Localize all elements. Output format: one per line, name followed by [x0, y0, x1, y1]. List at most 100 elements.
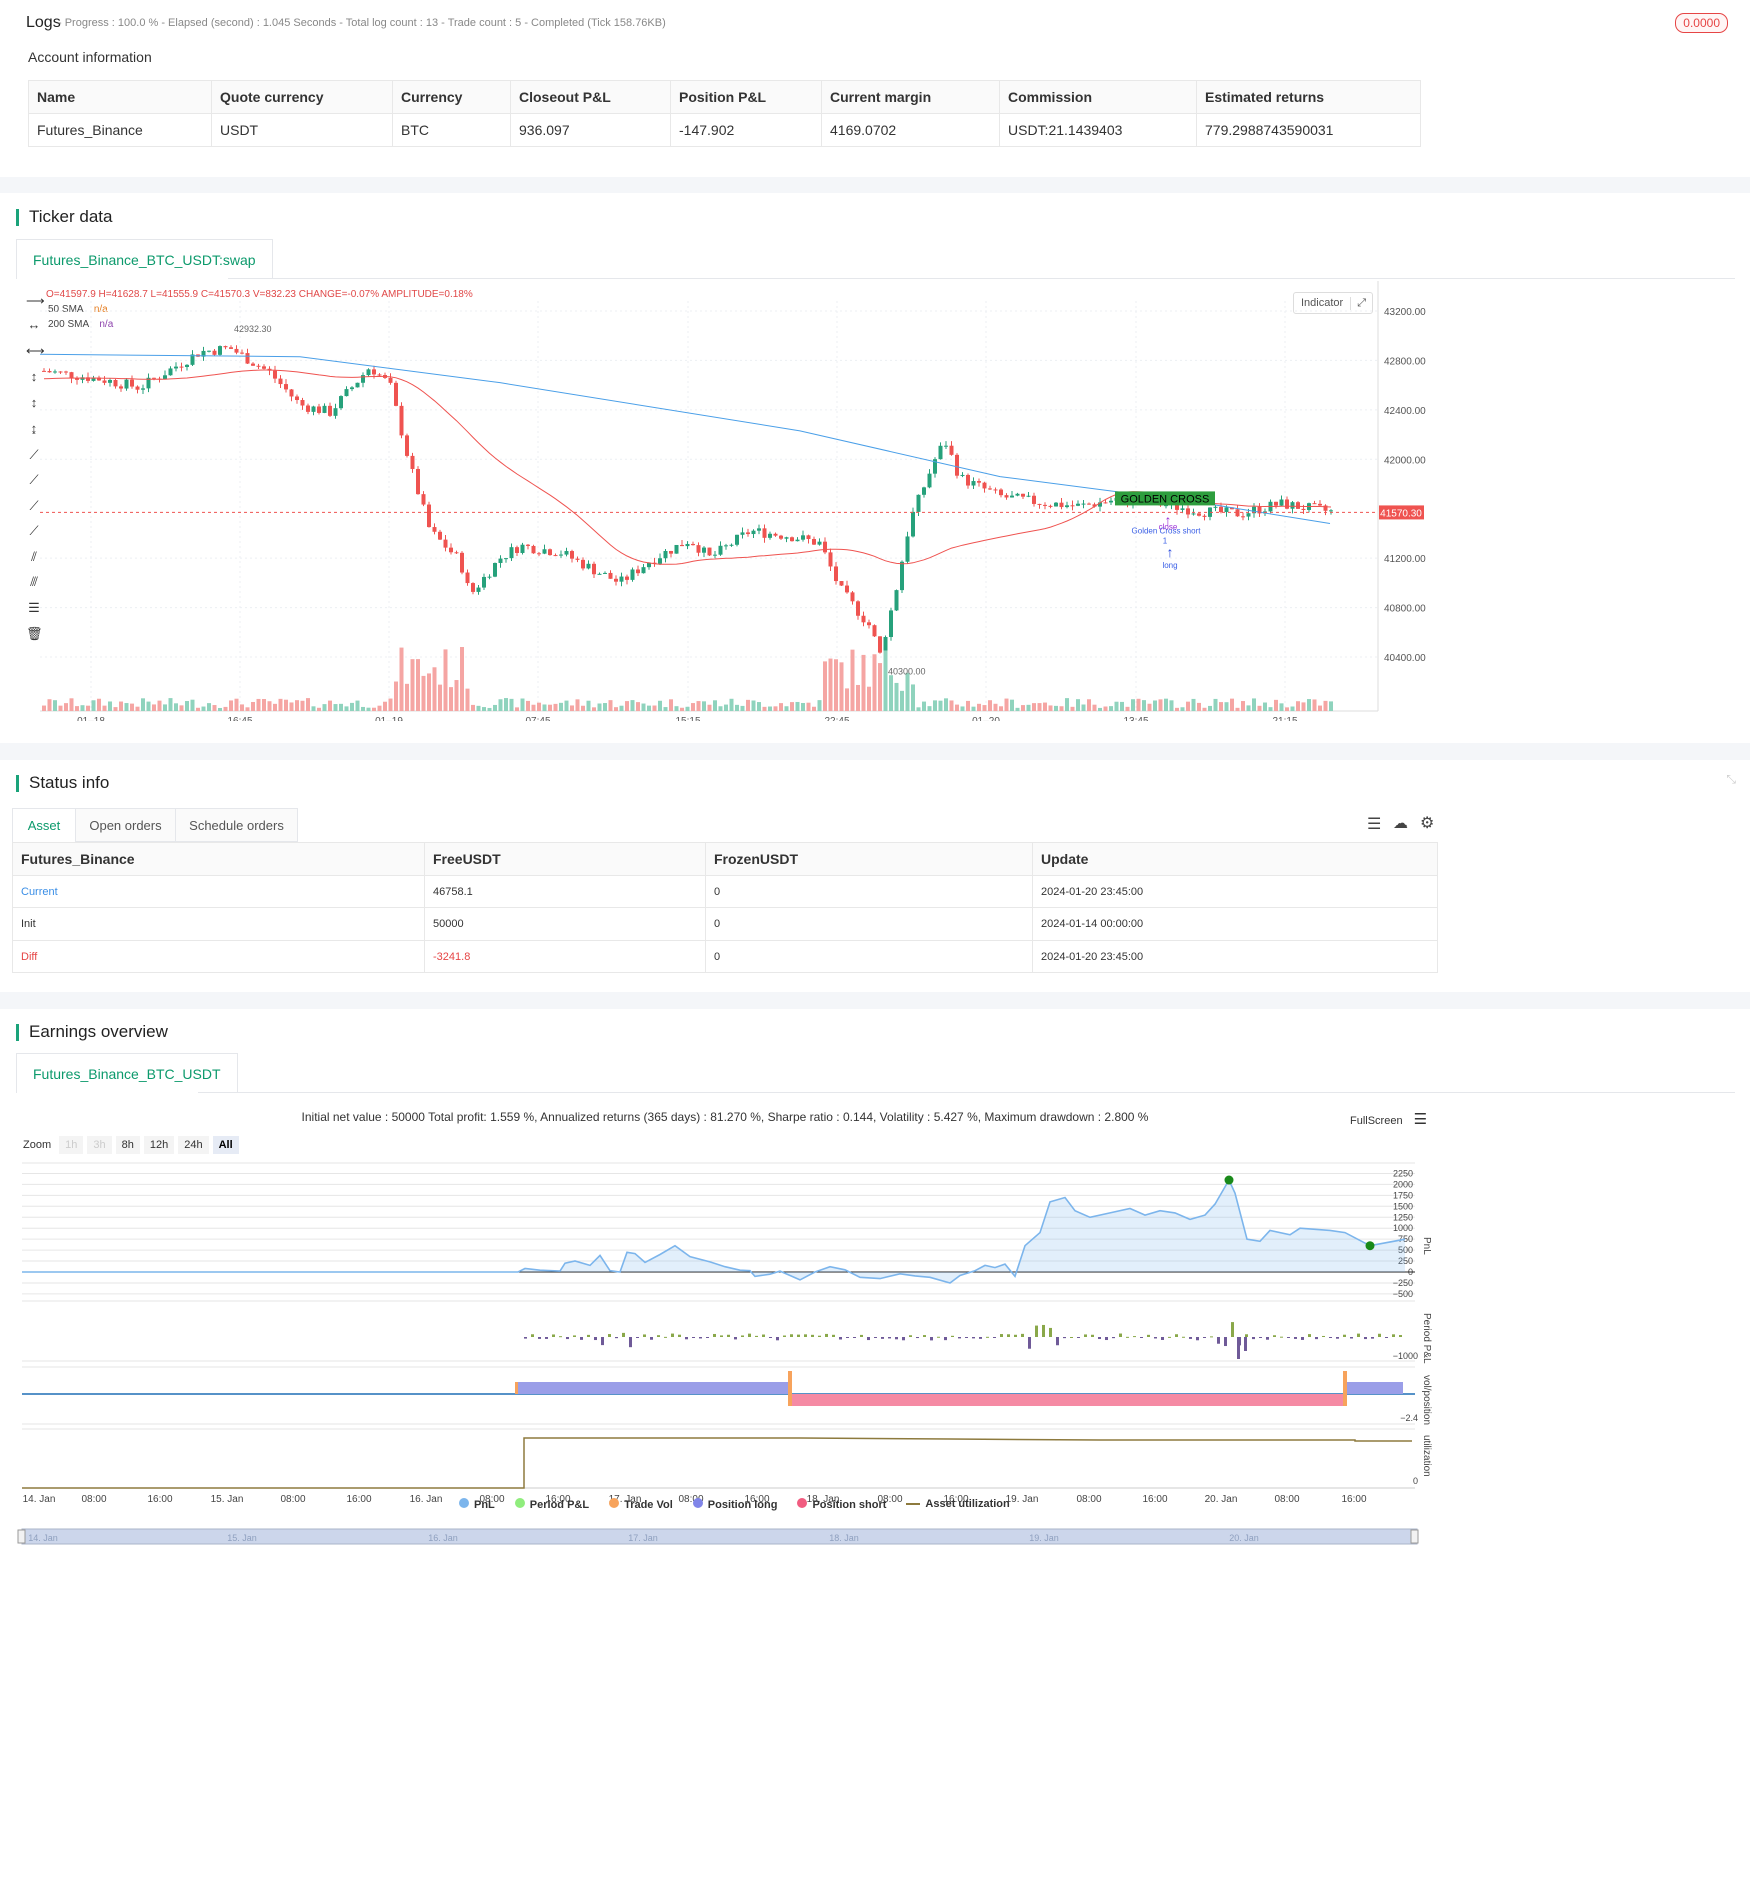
navigator-handle-left [17, 1529, 26, 1544]
volume-bar [1312, 699, 1317, 711]
x-tick-label: 07:45 [525, 716, 550, 721]
candle-body [817, 541, 822, 545]
zoom-12h[interactable]: 12h [143, 1136, 175, 1154]
ray-line-icon[interactable]: ⟋ [29, 472, 39, 487]
fullscreen-button[interactable]: FullScreen ☰ [1350, 1110, 1427, 1128]
candle-body [933, 459, 937, 474]
candle-body [75, 378, 79, 380]
zoom-3h[interactable]: 3h [87, 1136, 112, 1154]
tab-underline [198, 1092, 1735, 1093]
vertical-line-icon[interactable]: ↕ [30, 395, 38, 410]
logs-title: Logs [26, 14, 61, 31]
vertical-ray-icon[interactable]: ↕ [30, 369, 38, 384]
candle-body [179, 366, 184, 368]
candle-body [674, 544, 679, 554]
volume-bar [146, 701, 151, 711]
period-bar [1105, 1337, 1108, 1341]
earnings-legend: PnL Period P&L Trade Vol Position long P… [459, 1498, 1010, 1511]
ticker-title: Ticker data [16, 207, 112, 227]
volume-bar [251, 701, 255, 711]
expand-icon[interactable]: ⤢ [1350, 296, 1372, 310]
tab-earnings-pair[interactable]: Futures_Binance_BTC_USDT [16, 1053, 238, 1093]
volume-bar [663, 707, 668, 711]
collapse-icon[interactable]: ⤡ [1726, 772, 1736, 786]
volume-bar [894, 682, 899, 711]
fib-icon[interactable]: ⫻ [30, 574, 38, 589]
period-bar [531, 1334, 534, 1337]
candle-body [185, 364, 189, 367]
list-icon[interactable]: ☰ [1367, 816, 1382, 833]
zoom-8h[interactable]: 8h [115, 1136, 140, 1154]
tab-open-orders[interactable]: Open orders [76, 808, 176, 842]
candle-body [663, 550, 668, 559]
navigator[interactable]: 14. Jan 15. Jan 16. Jan 17. Jan 18. Jan 19. J… [0, 1525, 1440, 1547]
period-bar [1112, 1337, 1115, 1339]
candle-body [449, 547, 453, 553]
legend-short[interactable]: Position short [797, 1498, 886, 1511]
volume-bar [383, 701, 387, 711]
zoom-24h[interactable]: 24h [178, 1136, 209, 1154]
volume-bar [1048, 705, 1053, 711]
menu-icon[interactable]: ☰ [1413, 1111, 1428, 1128]
volume-bar [1285, 707, 1289, 711]
volume-bar [559, 702, 563, 711]
fib-lines-icon[interactable]: ☰ [28, 600, 40, 615]
period-bar [1126, 1336, 1129, 1338]
volume-bar [625, 701, 629, 711]
period-bar [902, 1337, 905, 1341]
x-tick-label: 14. Jan [23, 1494, 56, 1505]
legend-pnl[interactable]: PnL [459, 1498, 495, 1511]
logs-badge: 0.0000 [1675, 13, 1728, 33]
ohlc-volume: V=832.23 [252, 289, 296, 300]
candle-body [339, 396, 343, 409]
indicator-button[interactable]: Indicator ⤢ [1293, 292, 1374, 314]
cloud-icon[interactable]: ☁ [1393, 815, 1408, 832]
candle-body [300, 400, 305, 406]
x-tick-label: 16:00 [943, 1494, 968, 1505]
volume-bar [284, 699, 288, 711]
volume-bar [889, 675, 893, 711]
volume-bar [707, 704, 712, 711]
candle-body [163, 375, 167, 380]
candle-body [905, 536, 910, 562]
legend-util[interactable]: Asset utilization [906, 1498, 1010, 1511]
volume-bar [141, 698, 145, 711]
tab-ticker-swap[interactable]: Futures_Binance_BTC_USDT:swap [16, 239, 273, 279]
period-bar [965, 1337, 968, 1338]
candle-body [1246, 513, 1251, 517]
legend-long[interactable]: Position long [692, 1498, 777, 1511]
zoom-all[interactable]: All [212, 1136, 239, 1154]
tab-asset[interactable]: Asset [12, 808, 76, 842]
tab-schedule-orders[interactable]: Schedule orders [176, 808, 298, 842]
trend-line-icon[interactable]: ⟋ [29, 447, 39, 462]
period-bar [1244, 1337, 1247, 1351]
candle-body [482, 576, 486, 588]
horizontal-ray-icon[interactable]: ⟶ [26, 293, 45, 308]
parallel-channel-icon[interactable]: ⫽ [31, 549, 37, 564]
gear-icon[interactable]: ⚙ [1420, 815, 1435, 832]
volume-bar [1004, 698, 1009, 711]
legend-tradevol[interactable]: Trade Vol [609, 1498, 673, 1511]
vertical-segment-icon[interactable]: ↨ [30, 421, 38, 436]
legend-period[interactable]: Period P&L [514, 1498, 589, 1511]
candle-body [823, 541, 827, 553]
zoom-1h[interactable]: 1h [59, 1136, 84, 1154]
volume-bar [1175, 707, 1179, 711]
horizontal-line-icon[interactable]: ↔ [27, 317, 41, 332]
arrow-up-icon: ↑ [1167, 544, 1174, 560]
horizontal-segment-icon[interactable]: ⟷ [26, 343, 45, 358]
candle-body [603, 572, 607, 574]
volume-bar [1290, 706, 1295, 711]
x-tick-label: 21:15 [1272, 716, 1297, 721]
price-line-icon[interactable]: ⟋ [29, 523, 39, 538]
trash-icon[interactable]: 🗑 [26, 626, 43, 641]
volume-bar [834, 659, 838, 711]
extended-line-icon[interactable]: ⟋ [29, 498, 39, 513]
volume-bar [614, 707, 618, 711]
volume-bar [845, 688, 849, 711]
candlestick-chart[interactable]: 43200.00 42800.00 42400.00 42000.00 41200.00… [0, 281, 1430, 721]
candle-body [795, 539, 800, 542]
period-bar [923, 1335, 926, 1337]
candle-body [757, 528, 761, 531]
